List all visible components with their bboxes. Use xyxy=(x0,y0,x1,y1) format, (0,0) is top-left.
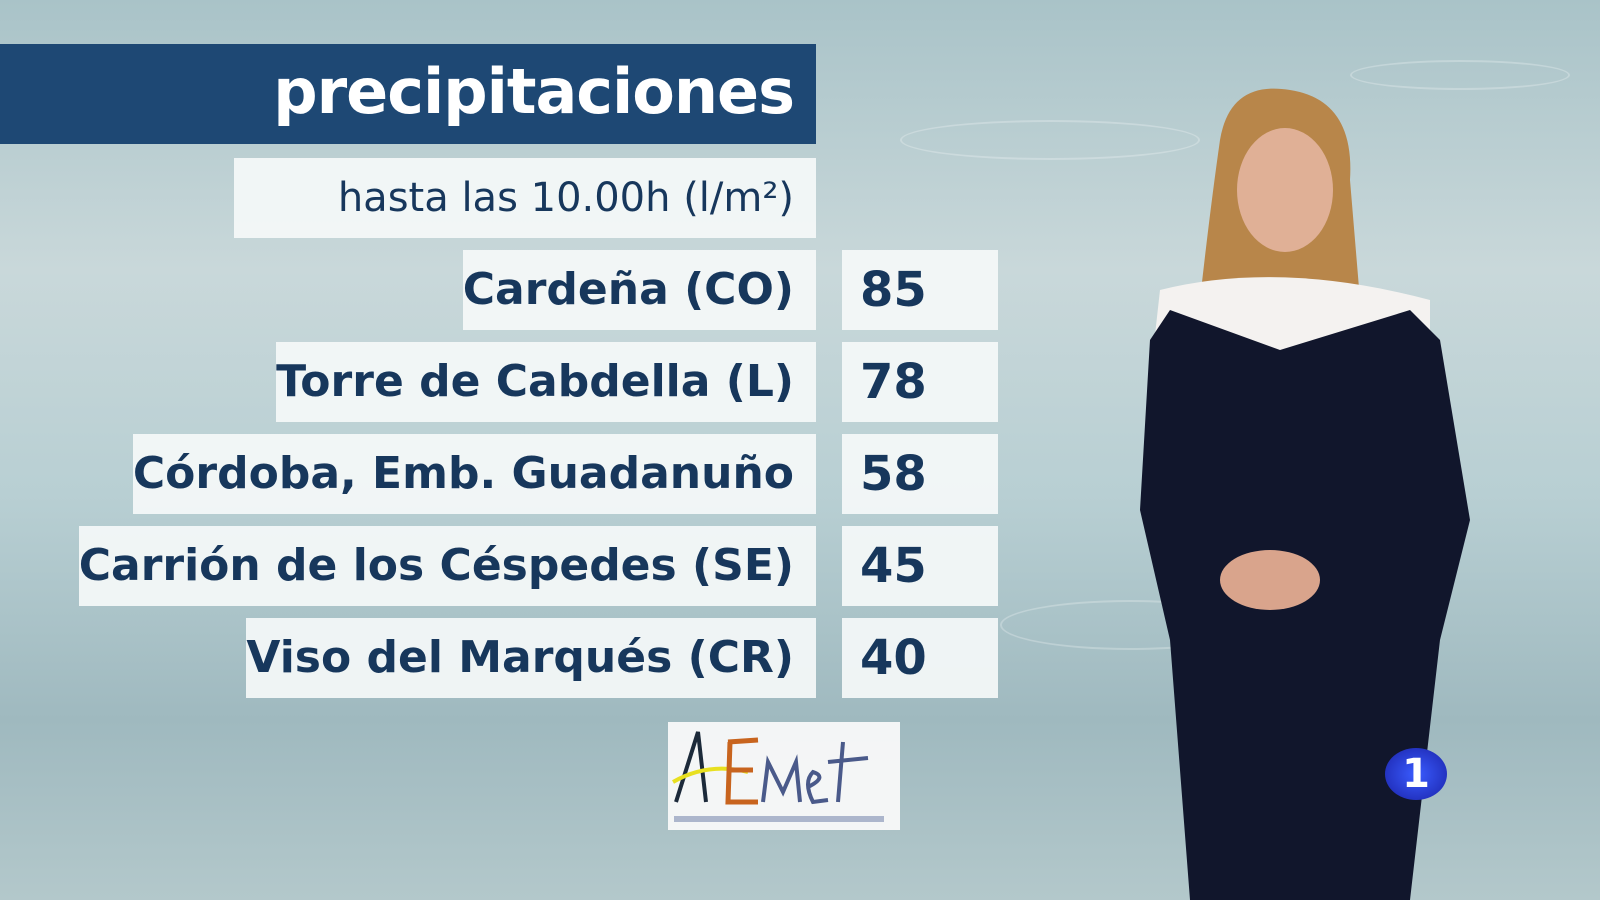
table-row: Viso del Marqués (CR) 40 xyxy=(0,618,1000,698)
table-row: Torre de Cabdella (L) 78 xyxy=(0,342,1000,422)
rain-value: 40 xyxy=(842,618,998,698)
graphic-subtitle: hasta las 10.00h (l/m²) xyxy=(234,158,816,238)
graphic-title: precipitaciones xyxy=(0,44,816,144)
table-row: Córdoba, Emb. Guadanuño 58 xyxy=(0,434,1000,514)
station-name: Viso del Marqués (CR) xyxy=(246,618,816,698)
station-name: Córdoba, Emb. Guadanuño xyxy=(132,434,816,514)
water-ripple xyxy=(900,120,1200,160)
water-ripple xyxy=(1350,60,1570,90)
aemet-logo xyxy=(668,722,900,830)
rain-value: 78 xyxy=(842,342,998,422)
table-row: Cardeña (CO) 85 xyxy=(0,250,1000,330)
channel-logo: 1 xyxy=(1385,748,1447,800)
rain-value: 85 xyxy=(842,250,998,330)
station-name: Torre de Cabdella (L) xyxy=(276,342,816,422)
rain-value: 58 xyxy=(842,434,998,514)
station-name: Carrión de los Céspedes (SE) xyxy=(78,526,816,606)
presenter xyxy=(1140,88,1470,900)
station-name: Cardeña (CO) xyxy=(462,250,816,330)
table-row: Carrión de los Céspedes (SE) 45 xyxy=(0,526,1000,606)
rain-value: 45 xyxy=(842,526,998,606)
